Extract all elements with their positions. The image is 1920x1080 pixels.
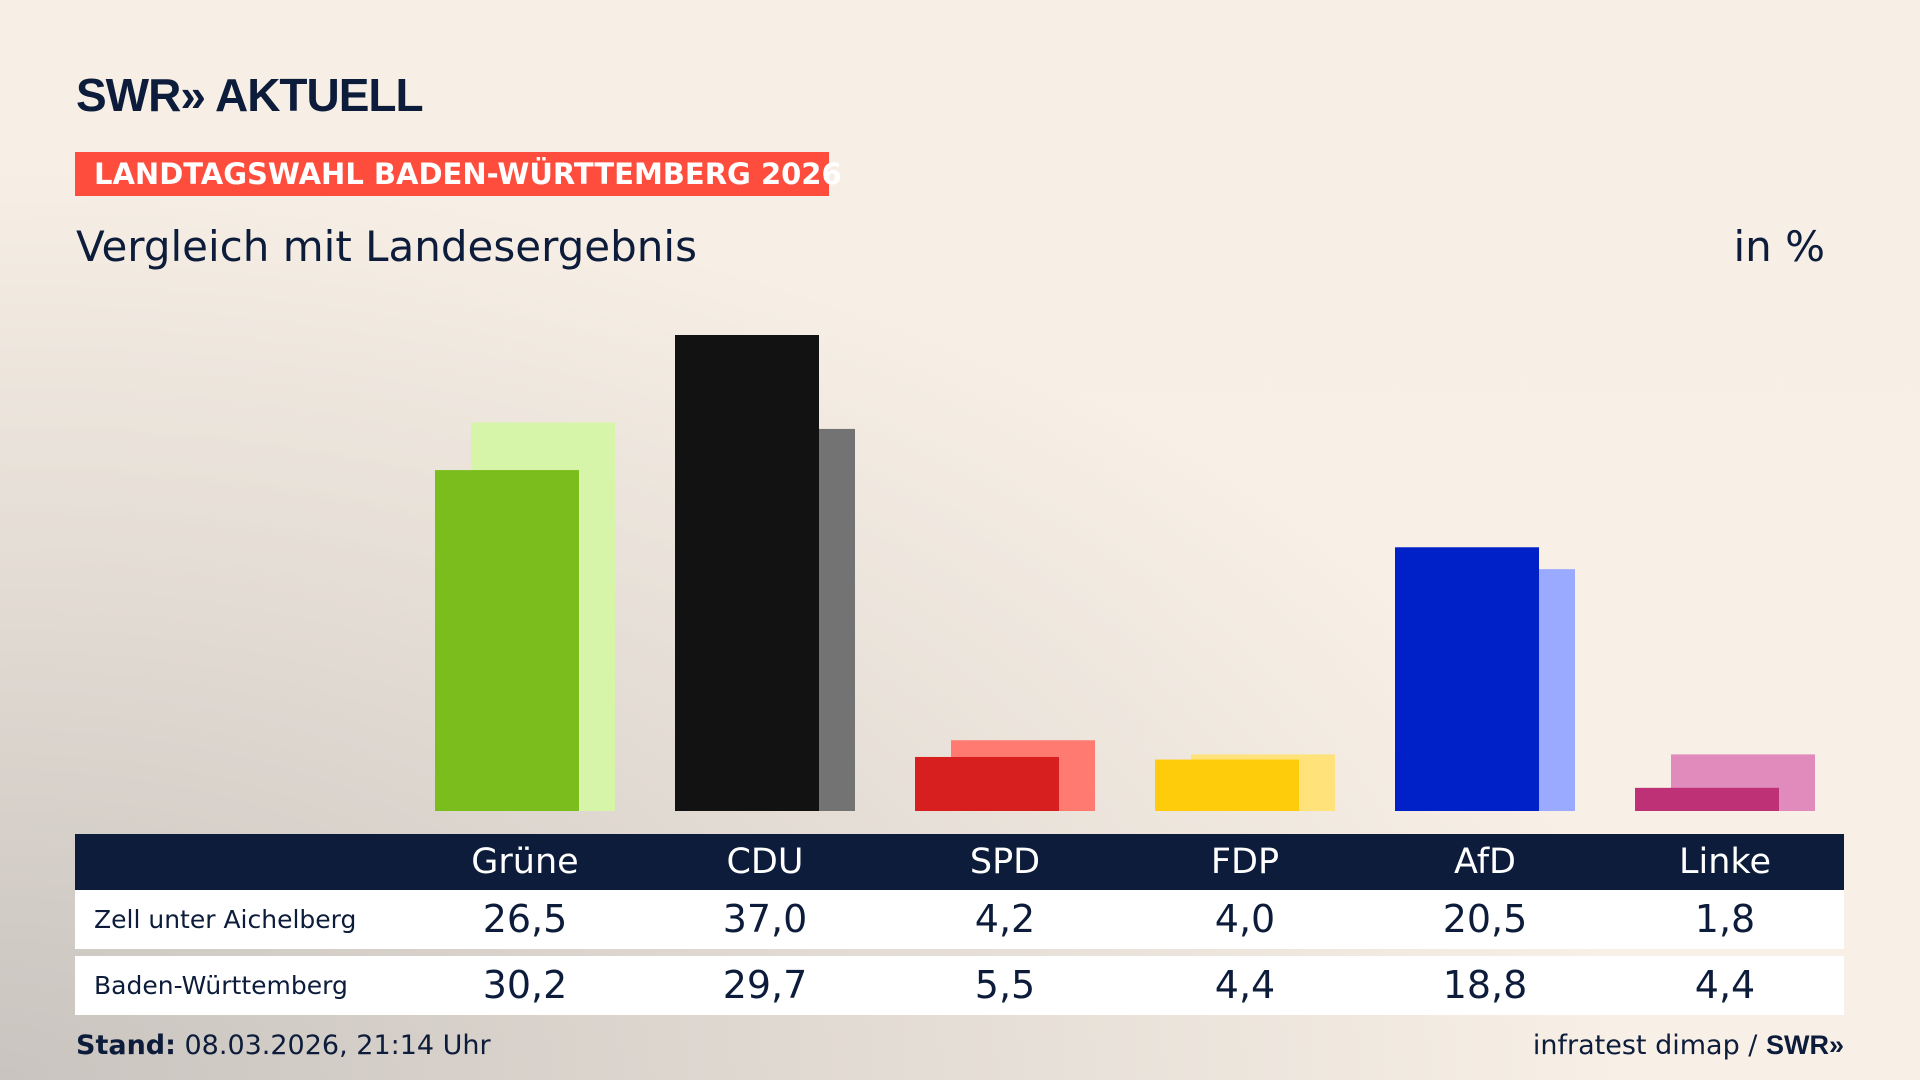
election-badge: LANDTAGSWAHL BADEN-WÜRTTEMBERG 2026 (75, 152, 842, 196)
value-cell: 20,5 (1442, 897, 1528, 941)
value-cell: 4,2 (974, 897, 1036, 941)
value-cell: 26,5 (482, 897, 568, 941)
row-label: Baden-Württemberg (94, 971, 348, 1000)
swr-aktuell-logo: SWR» AKTUELL (76, 69, 424, 121)
column-header: Linke (1679, 842, 1771, 882)
local-bar-linke (1635, 787, 1779, 811)
timestamp: Stand: 08.03.2026, 21:14 Uhr (76, 1030, 491, 1061)
value-cell: 4,0 (1214, 897, 1276, 941)
value-cell: 5,5 (974, 963, 1036, 1007)
column-header: CDU (726, 842, 804, 882)
value-cell: 30,2 (482, 963, 568, 1007)
value-cell: 4,4 (1694, 963, 1756, 1007)
source: infratest dimap / SWR» (1533, 1030, 1844, 1061)
column-header: FDP (1210, 842, 1280, 882)
column-header: AfD (1454, 842, 1516, 882)
swr-logo: SWR» (1765, 1030, 1844, 1060)
local-bar-spd (915, 756, 1059, 811)
stand-label: Stand: (76, 1030, 176, 1061)
local-bar-cdu (675, 335, 819, 811)
local-bar-afd (1395, 547, 1539, 811)
value-cell: 18,8 (1442, 963, 1528, 1007)
table-header: Grüne CDU SPD FDP AfD Linke (75, 834, 1844, 890)
value-cell: 4,4 (1214, 963, 1276, 1007)
table-row-state: Baden-Württemberg 30,2 29,7 5,5 4,4 18,8 4,4 (75, 956, 1844, 1015)
table-row-local: Zell unter Aichelberg 26,5 37,0 4,2 4,0 20,5… (75, 890, 1844, 949)
local-bar-fdp (1155, 759, 1299, 811)
source-text: infratest dimap / (1532, 1030, 1766, 1061)
value-cell: 1,8 (1694, 897, 1756, 941)
unit-label: in % (1733, 222, 1825, 271)
row-label: Zell unter Aichelberg (94, 905, 357, 934)
chart-subtitle: Vergleich mit Landesergebnis (76, 222, 697, 271)
value-cell: 29,7 (722, 963, 808, 1007)
stand-value: 08.03.2026, 21:14 Uhr (175, 1030, 491, 1061)
column-header: SPD (969, 842, 1041, 882)
value-cell: 37,0 (722, 897, 808, 941)
local-bar-grüne (435, 470, 579, 811)
column-header: Grüne (471, 842, 579, 882)
